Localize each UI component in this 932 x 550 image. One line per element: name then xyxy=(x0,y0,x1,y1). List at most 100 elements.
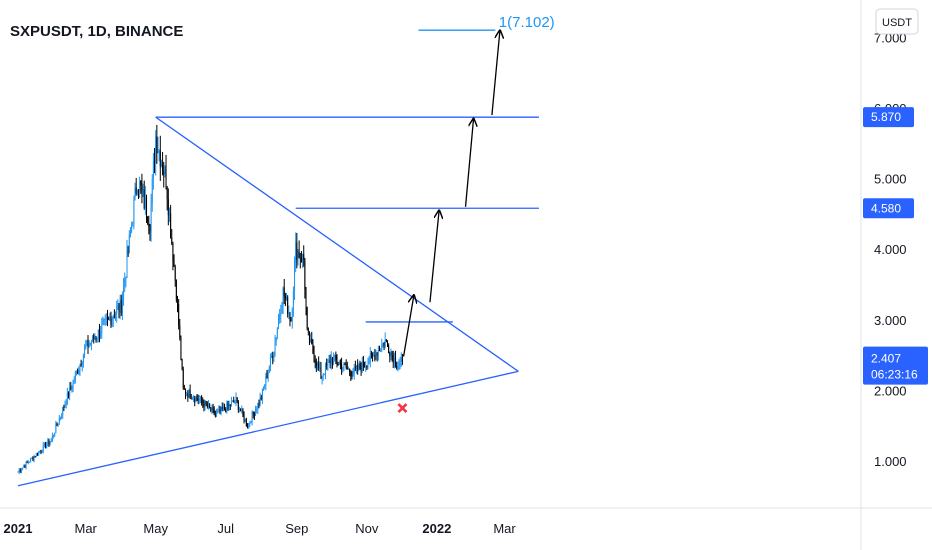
candle xyxy=(70,382,72,391)
candle xyxy=(18,468,20,475)
candle-body xyxy=(380,350,382,352)
candle-body xyxy=(25,462,27,467)
candle-body xyxy=(334,355,336,358)
candle-body xyxy=(101,325,103,334)
candle-body xyxy=(264,385,266,388)
candle-body xyxy=(43,443,45,445)
candle-body xyxy=(263,387,265,390)
candle xyxy=(199,396,201,404)
candle-body xyxy=(233,400,235,403)
candle xyxy=(219,405,221,415)
candle xyxy=(247,423,248,429)
candle xyxy=(159,135,161,181)
candle-body xyxy=(260,397,262,400)
candle-body xyxy=(330,357,332,364)
candle-body xyxy=(250,422,252,424)
candle-body xyxy=(143,189,145,208)
trendline[interactable] xyxy=(17,370,519,487)
projection-arrow[interactable] xyxy=(491,30,500,116)
candle-body xyxy=(70,387,72,389)
candle-body xyxy=(40,450,42,452)
candle xyxy=(389,351,391,363)
candle xyxy=(228,400,230,411)
candle xyxy=(139,176,141,198)
x-tick-label: Nov xyxy=(355,521,379,536)
candle xyxy=(281,301,283,314)
candle-body xyxy=(251,412,253,423)
candle xyxy=(129,226,131,238)
candle-body xyxy=(66,392,68,404)
candle-body xyxy=(46,444,48,448)
candle-body xyxy=(235,397,237,403)
candle xyxy=(209,403,211,409)
candle xyxy=(126,239,128,279)
candle xyxy=(245,417,247,427)
candle xyxy=(38,451,40,456)
candle xyxy=(118,302,120,319)
candle-body xyxy=(213,409,215,415)
price-tag: 4.580 xyxy=(863,198,914,219)
candle xyxy=(22,467,24,471)
candle-body xyxy=(35,453,37,457)
candle-body xyxy=(167,199,169,216)
projection-arrow[interactable] xyxy=(429,210,439,303)
candle-body xyxy=(354,367,356,369)
candle xyxy=(221,402,223,412)
x-tick-label: Jul xyxy=(217,521,234,536)
candle-body xyxy=(47,440,49,445)
candle-body xyxy=(292,290,294,310)
candle-body xyxy=(338,363,340,366)
candle-body xyxy=(345,364,347,368)
candle-body xyxy=(400,357,402,362)
candle-body xyxy=(202,400,204,403)
candle xyxy=(382,342,384,348)
candle-body xyxy=(271,356,273,358)
candle-body xyxy=(115,314,117,319)
candle xyxy=(213,406,215,416)
candle-body xyxy=(158,150,160,152)
candle xyxy=(260,394,262,401)
candle xyxy=(93,333,95,344)
projection-arrow[interactable] xyxy=(464,119,474,207)
candle xyxy=(397,361,399,372)
candle-body xyxy=(261,389,263,400)
candle xyxy=(385,339,387,343)
candle-body xyxy=(242,409,244,415)
candle xyxy=(187,390,189,402)
candle xyxy=(178,298,180,330)
candle-body xyxy=(357,365,359,370)
candle xyxy=(175,279,177,303)
candle-body xyxy=(41,451,43,453)
candle-body xyxy=(388,345,390,353)
candle-body xyxy=(119,299,121,313)
candle xyxy=(45,441,47,449)
candle-body xyxy=(55,424,57,433)
candle-body xyxy=(219,409,221,412)
candle-body xyxy=(105,318,107,320)
y-tick-label: 4.000 xyxy=(874,242,907,257)
candle xyxy=(117,299,119,311)
candle xyxy=(51,432,53,443)
candle-body xyxy=(312,344,314,353)
candle xyxy=(351,370,353,380)
trendline[interactable] xyxy=(155,116,519,372)
candle-body xyxy=(160,163,162,167)
fib-layer: 1(7.102) xyxy=(418,14,555,31)
candle xyxy=(173,254,175,267)
candle xyxy=(28,461,30,463)
candle-body xyxy=(386,341,388,346)
projection-arrow[interactable] xyxy=(402,295,414,357)
candle xyxy=(272,351,274,365)
candle xyxy=(183,384,185,390)
candle-body xyxy=(358,364,360,370)
candle xyxy=(158,149,160,162)
candle xyxy=(226,400,228,414)
candle xyxy=(46,441,48,449)
last-price-box xyxy=(863,346,928,385)
candle-body xyxy=(79,363,81,370)
candle xyxy=(316,361,318,371)
candle-body xyxy=(284,296,286,299)
candle xyxy=(123,277,125,306)
currency-badge[interactable]: USDT xyxy=(875,8,919,35)
candle xyxy=(87,335,89,354)
